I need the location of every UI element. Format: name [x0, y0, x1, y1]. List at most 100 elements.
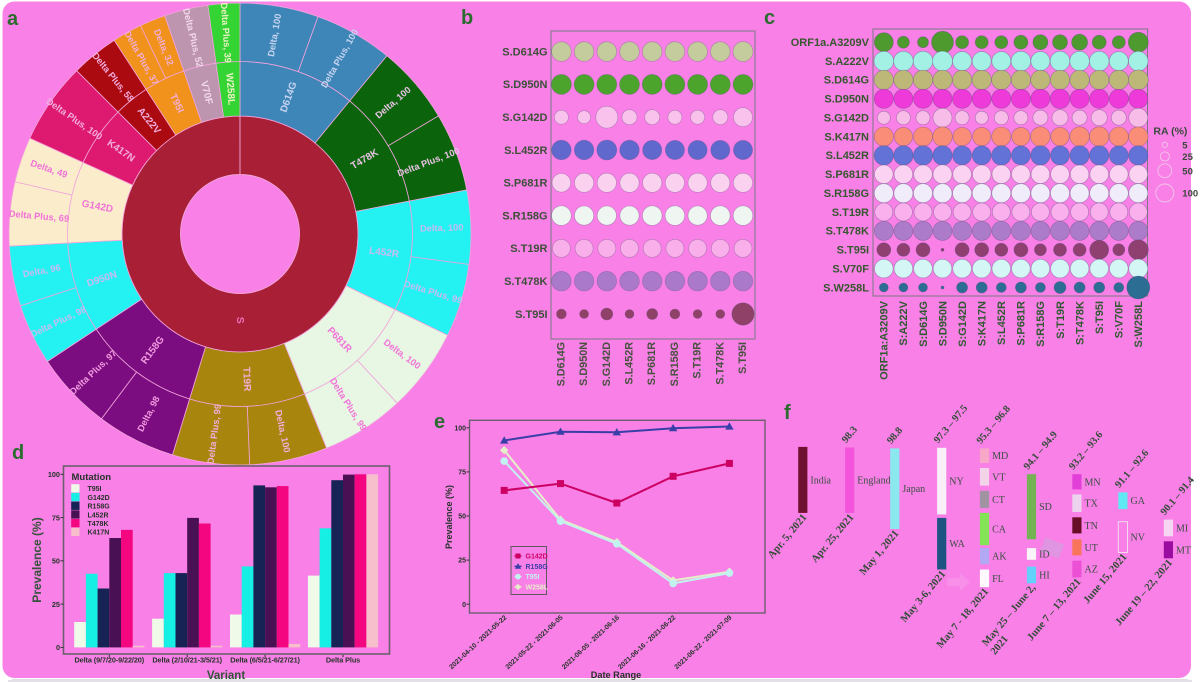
svg-text:GA: GA	[1131, 496, 1146, 507]
svg-text:G142D: G142D	[526, 554, 548, 561]
svg-text:Mutation: Mutation	[72, 472, 112, 483]
svg-text:100: 100	[1182, 189, 1198, 200]
svg-text:S:D614G: S:D614G	[918, 301, 930, 347]
svg-text:25: 25	[458, 558, 466, 565]
svg-text:S.T19R: S.T19R	[510, 243, 547, 255]
svg-text:S.R158G: S.R158G	[824, 188, 869, 200]
svg-text:75: 75	[458, 470, 466, 477]
svg-text:R158G: R158G	[526, 564, 549, 571]
svg-text:L452R: L452R	[88, 512, 109, 519]
svg-text:75: 75	[52, 513, 60, 522]
svg-text:b: b	[461, 7, 473, 29]
svg-text:S.L452R: S.L452R	[504, 145, 547, 157]
svg-text:S.K417N: S.K417N	[824, 131, 869, 143]
svg-text:L452R: L452R	[368, 246, 400, 261]
svg-text:S.R158G: S.R158G	[669, 342, 681, 386]
svg-text:S:T19R: S:T19R	[1055, 301, 1067, 339]
svg-text:Delta Plus: Delta Plus	[326, 656, 360, 665]
svg-text:S.P681R: S.P681R	[646, 342, 658, 385]
svg-text:S.T478K: S.T478K	[714, 342, 726, 385]
svg-text:S.A222V: S.A222V	[825, 56, 870, 68]
svg-text:0: 0	[56, 643, 60, 652]
svg-text:50: 50	[1182, 166, 1193, 177]
svg-text:Prevalence (%): Prevalence (%)	[30, 517, 44, 602]
svg-text:S.G142D: S.G142D	[502, 112, 547, 124]
svg-text:S.D950N: S.D950N	[578, 342, 590, 386]
svg-text:VT: VT	[992, 472, 1005, 483]
svg-text:ORF1a.A3209V: ORF1a.A3209V	[791, 37, 870, 49]
svg-text:S.G142D: S.G142D	[601, 342, 613, 387]
svg-text:S: S	[234, 317, 246, 324]
svg-text:S:T95I: S:T95I	[1094, 301, 1106, 334]
svg-text:S:V70F: S:V70F	[1114, 301, 1126, 339]
svg-text:Date Range: Date Range	[591, 670, 642, 680]
svg-text:S:T478K: S:T478K	[1074, 301, 1086, 345]
svg-text:S.T478K: S.T478K	[826, 226, 869, 238]
svg-text:T478K: T478K	[88, 521, 109, 528]
svg-text:50: 50	[52, 557, 60, 566]
svg-text:S:W258L: S:W258L	[1133, 301, 1145, 348]
svg-text:NY: NY	[949, 477, 963, 488]
svg-text:25: 25	[1182, 152, 1193, 163]
svg-text:MT: MT	[1176, 545, 1191, 556]
svg-text:5: 5	[1182, 140, 1188, 151]
svg-text:0: 0	[462, 602, 466, 609]
svg-text:S.L452R: S.L452R	[826, 150, 869, 162]
svg-text:SD: SD	[1039, 502, 1052, 513]
svg-text:W258L: W258L	[223, 73, 236, 106]
svg-text:S.D950N: S.D950N	[503, 79, 548, 91]
svg-text:S.T95I: S.T95I	[737, 342, 749, 374]
svg-text:Delta, 100: Delta, 100	[420, 222, 464, 233]
svg-text:AK: AK	[992, 552, 1007, 563]
svg-text:CA: CA	[992, 525, 1007, 536]
svg-text:Delta (9/7/20-9/22/20): Delta (9/7/20-9/22/20)	[75, 656, 145, 665]
svg-text:Delta Plus, 39: Delta Plus, 39	[219, 2, 233, 63]
svg-text:TN: TN	[1085, 521, 1098, 532]
svg-text:HI: HI	[1039, 571, 1050, 582]
svg-text:FL: FL	[992, 574, 1004, 585]
svg-text:S.T19R: S.T19R	[832, 207, 869, 219]
svg-text:S.W258L: S.W258L	[823, 282, 869, 294]
svg-text:NV: NV	[1131, 533, 1146, 544]
svg-text:S:A222V: S:A222V	[898, 300, 910, 345]
svg-text:Delta (6/5/21-6/27/21): Delta (6/5/21-6/27/21)	[230, 656, 300, 665]
svg-text:AZ: AZ	[1085, 565, 1098, 576]
svg-text:India: India	[810, 475, 831, 486]
svg-text:S:P681R: S:P681R	[1016, 301, 1028, 346]
svg-text:T19R: T19R	[240, 367, 252, 393]
svg-text:MN: MN	[1085, 477, 1101, 488]
svg-text:S.T95I: S.T95I	[837, 245, 869, 257]
svg-text:f: f	[784, 402, 791, 424]
svg-text:Japan: Japan	[902, 484, 925, 495]
svg-text:a: a	[7, 8, 19, 30]
svg-text:MD: MD	[992, 451, 1008, 462]
svg-text:TX: TX	[1085, 499, 1099, 510]
svg-text:S.V70F: S.V70F	[832, 263, 869, 275]
svg-text:ID: ID	[1039, 550, 1050, 561]
svg-text:S:D950N: S:D950N	[937, 301, 949, 346]
svg-text:25: 25	[52, 600, 60, 609]
svg-text:R158G: R158G	[88, 504, 111, 511]
svg-text:T95I: T95I	[526, 574, 540, 581]
svg-text:100: 100	[48, 470, 60, 479]
svg-text:S.T478K: S.T478K	[504, 276, 547, 288]
svg-text:e: e	[434, 411, 445, 433]
svg-text:WA: WA	[949, 539, 965, 550]
svg-text:S.G142D: S.G142D	[824, 113, 869, 125]
svg-text:Variant: Variant	[207, 670, 246, 682]
svg-text:S.D614G: S.D614G	[555, 342, 567, 386]
svg-text:CT: CT	[992, 495, 1005, 506]
svg-text:S.T95I: S.T95I	[515, 309, 547, 321]
svg-text:50: 50	[458, 514, 466, 521]
svg-text:S.D950N: S.D950N	[824, 94, 869, 106]
svg-text:S.R158G: S.R158G	[502, 210, 547, 222]
svg-text:K417N: K417N	[88, 530, 110, 537]
svg-text:S:R158G: S:R158G	[1035, 301, 1047, 347]
svg-text:Prevalence (%): Prevalence (%)	[444, 485, 454, 549]
svg-text:Delta (2/10/21-3/5/21): Delta (2/10/21-3/5/21)	[152, 656, 222, 665]
svg-text:England: England	[857, 476, 890, 487]
svg-text:UT: UT	[1085, 543, 1098, 554]
svg-text:ORF1a:A3209V: ORF1a:A3209V	[879, 300, 891, 380]
svg-text:T95I: T95I	[88, 486, 102, 493]
svg-text:RA (%): RA (%)	[1153, 126, 1187, 138]
